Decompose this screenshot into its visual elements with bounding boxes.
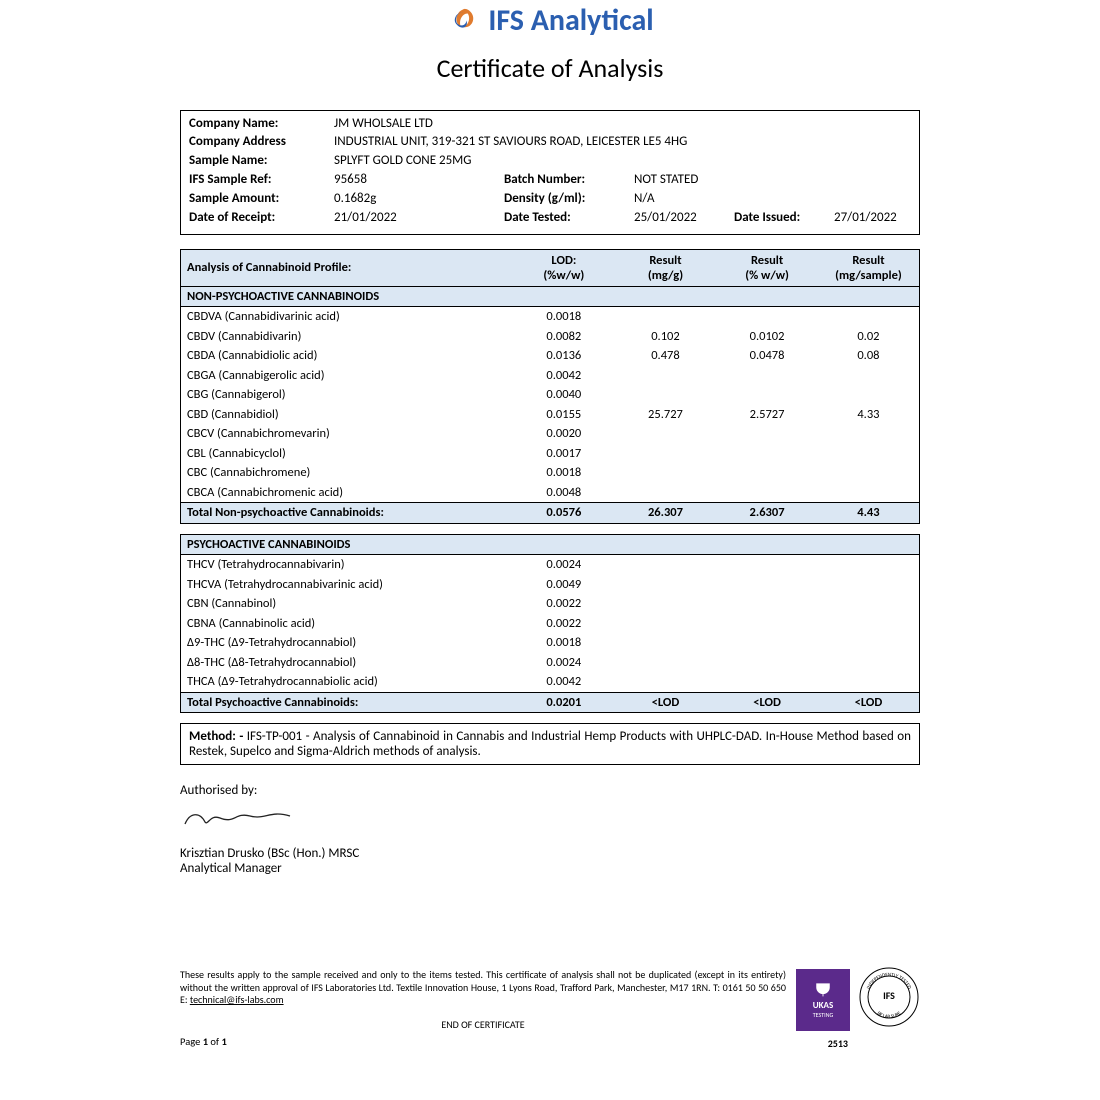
table-row: CBDV (Cannabidivarin)0.00820.1020.01020.… (181, 327, 920, 347)
table-row: CBCV (Cannabichromevarin)0.0020 (181, 424, 920, 444)
col-result-pww: Result(% w/w) (716, 249, 818, 286)
batch: NOT STATED (634, 171, 911, 190)
company-name: JM WHOLSALE LTD (334, 115, 911, 134)
ukas-logo: UKAS TESTING (796, 969, 850, 1031)
company-address-label: Company Address (189, 133, 334, 152)
method-text: IFS-TP-001 - Analysis of Cannabinoid in … (189, 729, 911, 759)
table-row: Δ9-THC (Δ9-Tetrahydrocannabiol)0.0018 (181, 633, 920, 653)
issued-label: Date Issued: (734, 209, 834, 228)
ukas-number: 2513 (828, 1037, 848, 1050)
company-address: INDUSTRIAL UNIT, 319-321 ST SAVIOURS ROA… (334, 133, 911, 152)
ifs-badge: IFS INDEPENDENTLY TESTED BE LAB SURE (858, 966, 920, 1031)
amount-label: Sample Amount: (189, 190, 334, 209)
page-number: Page 1 of 1 (180, 1035, 227, 1050)
svg-text:INDEPENDENTLY TESTED: INDEPENDENTLY TESTED (866, 972, 912, 990)
results-table-2: PSYCHOACTIVE CANNABINOIDS THCV (Tetrahyd… (180, 534, 920, 714)
ifs-ref-label: IFS Sample Ref: (189, 171, 334, 190)
company-name-label: Company Name: (189, 115, 334, 134)
table-row: CBDVA (Cannabidivarinic acid)0.0018 (181, 307, 920, 327)
table-row: THCV (Tetrahydrocannabivarin)0.0024 (181, 555, 920, 575)
authorised-by-label: Authorised by: (180, 783, 920, 798)
certificate-title: Certificate of Analysis (90, 52, 1010, 84)
table-row: CBDA (Cannabidiolic acid)0.01360.4780.04… (181, 346, 920, 366)
batch-label: Batch Number: (504, 171, 634, 190)
col-result-mgg: Result(mg/g) (615, 249, 717, 286)
receipt-label: Date of Receipt: (189, 209, 334, 228)
sample-name-label: Sample Name: (189, 152, 334, 171)
results-table: Analysis of Cannabinoid Profile: LOD:(%w… (180, 249, 920, 524)
issued: 27/01/2022 (834, 209, 897, 228)
auth-role: Analytical Manager (180, 861, 920, 876)
table-row: CBL (Cannabicyclol)0.0017 (181, 444, 920, 464)
table-row: CBG (Cannabigerol)0.0040 (181, 385, 920, 405)
table-row: CBNA (Cannabinolic acid)0.0022 (181, 614, 920, 634)
contact-email: technical@ifs-labs.com (190, 993, 284, 1006)
density-label: Density (g/ml): (504, 190, 634, 209)
table-row: THCA (Δ9-Tetrahydrocannabiolic acid)0.00… (181, 672, 920, 692)
table-heading: Analysis of Cannabinoid Profile: (181, 249, 514, 286)
table-row: CBD (Cannabidiol)0.015525.7272.57274.33 (181, 405, 920, 425)
auth-name: Krisztian Drusko (BSc (Hon.) MRSC (180, 846, 920, 861)
signature (180, 804, 920, 836)
logo-icon (446, 4, 480, 38)
tested: 25/01/2022 (634, 209, 734, 228)
method-label: Method: - (189, 729, 247, 744)
col-result-mgsample: Result(mg/sample) (818, 249, 920, 286)
table-row: CBN (Cannabinol)0.0022 (181, 594, 920, 614)
svg-text:IFS: IFS (883, 989, 895, 1002)
category-psycho: PSYCHOACTIVE CANNABINOIDS (181, 534, 920, 555)
disclaimer: These results apply to the sample receiv… (180, 969, 786, 1031)
tested-label: Date Tested: (504, 209, 634, 228)
table-row: CBGA (Cannabigerolic acid)0.0042 (181, 366, 920, 386)
method-box: Method: - IFS-TP-001 - Analysis of Canna… (180, 723, 920, 765)
col-lod: LOD:(%w/w) (513, 249, 615, 286)
end-of-certificate: END OF CERTIFICATE (180, 1019, 786, 1032)
category-nonpsycho: NON-PSYCHOACTIVE CANNABINOIDS (181, 286, 920, 307)
brand-name: IFS Analytical (488, 2, 653, 39)
amount: 0.1682g (334, 190, 504, 209)
ifs-ref: 95658 (334, 171, 504, 190)
sample-info-box: Company Name: JM WHOLSALE LTD Company Ad… (180, 110, 920, 235)
brand-logo: IFS Analytical (446, 2, 653, 39)
density: N/A (634, 190, 911, 209)
table-row: CBC (Cannabichromene)0.0018 (181, 463, 920, 483)
svg-text:BE LAB SURE: BE LAB SURE (876, 1010, 903, 1020)
total-nonpsycho: Total Non-psychoactive Cannabinoids: 0.0… (181, 503, 920, 524)
total-psycho: Total Psychoactive Cannabinoids: 0.0201 … (181, 692, 920, 713)
table-row: Δ8-THC (Δ8-Tetrahydrocannabiol)0.0024 (181, 653, 920, 673)
table-row: THCVA (Tetrahydrocannabivarinic acid)0.0… (181, 575, 920, 595)
sample-name: SPLYFT GOLD CONE 25MG (334, 152, 911, 171)
table-row: CBCA (Cannabichromenic acid)0.0048 (181, 483, 920, 503)
receipt: 21/01/2022 (334, 209, 504, 228)
